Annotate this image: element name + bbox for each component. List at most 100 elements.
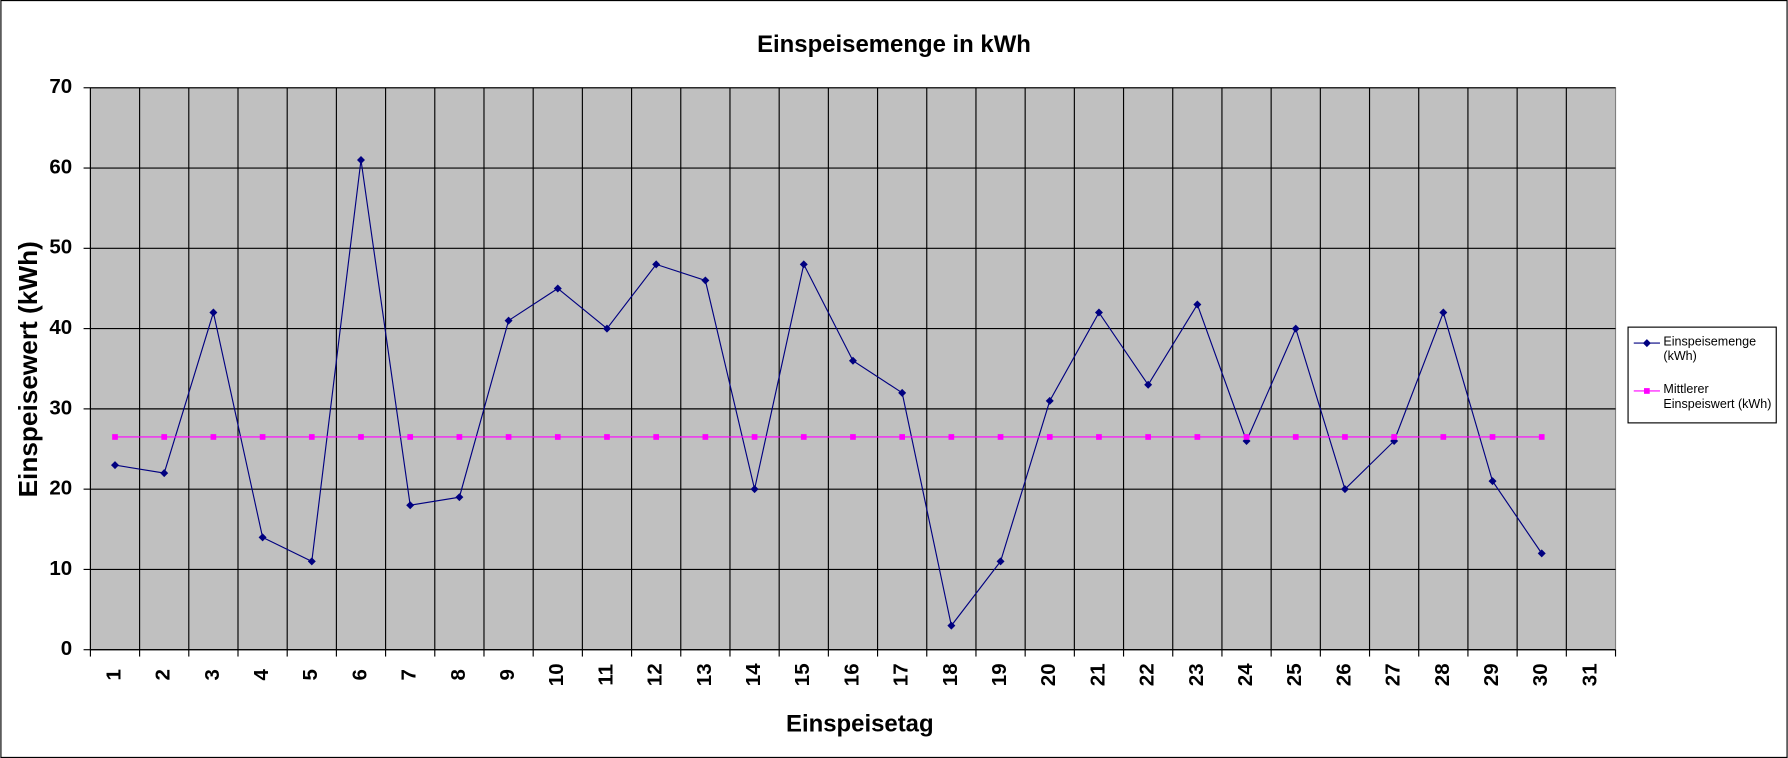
plot-area (89, 87, 1617, 651)
point-marker (209, 308, 218, 317)
x-tick-label: 21 (1086, 663, 1109, 686)
point-marker (1391, 434, 1397, 440)
y-tick-label: 10 (49, 557, 72, 580)
point-marker (604, 434, 610, 440)
x-tick-label: 11 (594, 664, 617, 686)
point-marker (358, 434, 364, 440)
point-marker (112, 434, 118, 440)
point-marker (1537, 549, 1546, 558)
point-marker (1292, 434, 1299, 440)
point-marker (1342, 434, 1348, 440)
point-marker (307, 557, 316, 566)
x-tick-label: 31 (1578, 663, 1601, 686)
point-marker (504, 316, 513, 325)
point-marker (800, 434, 807, 440)
point-marker (210, 434, 217, 440)
x-tick-label: 24 (1234, 663, 1257, 686)
x-tick-label: 28 (1431, 663, 1454, 686)
x-tick-label: 30 (1529, 663, 1552, 686)
point-marker (1144, 380, 1153, 389)
x-tick-label: 19 (988, 663, 1011, 686)
chart-title: Einspeisemenge in kWh (757, 31, 1031, 58)
x-tick-label: 26 (1332, 663, 1355, 686)
x-tick-label: 4 (250, 668, 273, 680)
legend-entry: Einspeisemenge (kWh) (1663, 335, 1757, 364)
point-marker (259, 434, 266, 440)
x-tick-label: 18 (939, 663, 962, 686)
point-marker (1145, 434, 1151, 440)
y-tick-label: 30 (49, 396, 72, 419)
point-marker (406, 501, 415, 510)
y-tick-label: 50 (49, 236, 72, 259)
point-marker (1243, 434, 1250, 440)
point-marker (899, 434, 906, 440)
legend-label: Einspeisemenge (kWh) (1663, 335, 1757, 364)
point-marker (1193, 300, 1202, 309)
point-marker (407, 434, 414, 440)
x-tick-label: 29 (1480, 663, 1503, 686)
point-marker (652, 260, 661, 269)
x-tick-label: 12 (644, 663, 667, 686)
legend-marker (1644, 388, 1650, 394)
y-tick-label: 40 (49, 316, 72, 339)
x-tick-label: 20 (1037, 663, 1060, 686)
x-tick-label: 8 (447, 669, 470, 680)
x-tick-label: 22 (1136, 663, 1159, 686)
point-marker (505, 434, 512, 440)
point-marker (111, 461, 119, 470)
y-tick-label: 0 (61, 637, 72, 660)
point-marker (161, 434, 168, 440)
x-tick-label: 23 (1185, 663, 1208, 686)
x-tick-label: 7 (398, 669, 421, 680)
point-marker (1489, 434, 1496, 440)
y-tick-label: 60 (49, 155, 72, 178)
point-marker (653, 434, 660, 440)
x-tick-label: 2 (152, 669, 175, 680)
point-marker (1046, 434, 1053, 440)
point-marker (799, 260, 808, 269)
legend-label: Mittlerer Einspeiswert (kWh) (1663, 382, 1772, 412)
x-tick-label: 17 (890, 663, 913, 686)
x-tick-label: 13 (693, 663, 716, 686)
x-tick-label: 15 (791, 663, 814, 686)
point-marker (456, 434, 463, 440)
point-marker (1439, 308, 1448, 317)
series-line (114, 159, 1543, 627)
point-marker (997, 434, 1004, 440)
point-marker (357, 156, 365, 165)
x-tick-label: 25 (1283, 663, 1306, 686)
point-marker (602, 324, 611, 333)
x-tick-label: 16 (840, 663, 863, 686)
point-marker (1538, 434, 1545, 440)
x-tick-label: 1 (102, 669, 125, 680)
x-tick-label: 9 (496, 669, 519, 680)
x-axis-label: Einspeisetag (786, 710, 934, 737)
point-marker (751, 434, 758, 440)
y-axis-label: Einspeisewert (kWh) (13, 241, 43, 497)
x-tick-label: 14 (742, 663, 765, 686)
point-marker (308, 434, 315, 440)
y-tick-label: 20 (49, 477, 72, 500)
point-marker (1194, 434, 1201, 440)
point-marker (1488, 477, 1497, 486)
legend-entry: Mittlerer Einspeiswert (kWh) (1663, 382, 1772, 412)
point-marker (701, 276, 710, 285)
point-marker (1096, 434, 1102, 440)
point-marker (554, 434, 561, 440)
point-marker (996, 557, 1005, 566)
point-marker (1094, 308, 1103, 317)
x-tick-label: 10 (545, 663, 568, 686)
point-marker (258, 533, 267, 542)
point-marker (948, 434, 955, 440)
x-tick-label: 5 (299, 669, 322, 680)
point-marker (947, 621, 956, 630)
x-tick-label: 3 (201, 669, 224, 680)
point-marker (850, 434, 856, 440)
point-marker (1440, 434, 1447, 440)
x-tick-label: 6 (348, 669, 371, 680)
x-tick-label: 27 (1382, 663, 1405, 686)
y-tick-label: 70 (49, 75, 72, 98)
point-marker (702, 434, 709, 440)
point-marker (898, 388, 907, 397)
